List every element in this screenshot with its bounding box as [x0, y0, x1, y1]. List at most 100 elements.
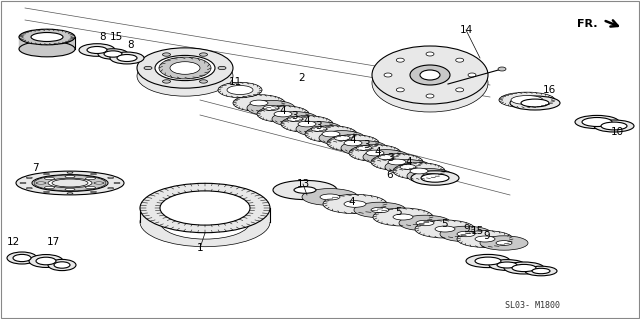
Ellipse shape [36, 182, 46, 184]
Ellipse shape [104, 51, 122, 57]
Ellipse shape [110, 52, 144, 64]
Ellipse shape [504, 262, 544, 274]
Ellipse shape [378, 154, 394, 160]
Ellipse shape [137, 48, 233, 88]
Ellipse shape [373, 208, 433, 226]
Text: 15: 15 [109, 32, 123, 42]
Ellipse shape [510, 96, 560, 110]
Text: 7: 7 [32, 163, 38, 173]
Ellipse shape [498, 67, 506, 71]
Ellipse shape [44, 174, 49, 175]
Ellipse shape [311, 126, 327, 131]
Ellipse shape [86, 186, 95, 189]
Ellipse shape [327, 135, 379, 151]
Ellipse shape [323, 194, 387, 214]
Ellipse shape [499, 92, 555, 108]
Ellipse shape [233, 95, 285, 111]
Ellipse shape [426, 94, 434, 98]
Ellipse shape [31, 33, 63, 41]
Ellipse shape [137, 56, 233, 96]
Ellipse shape [45, 177, 54, 180]
Text: 3: 3 [387, 153, 394, 163]
Ellipse shape [19, 29, 75, 45]
Ellipse shape [44, 191, 49, 193]
Text: 3: 3 [291, 111, 298, 121]
Ellipse shape [582, 117, 612, 127]
Ellipse shape [320, 194, 340, 200]
Ellipse shape [108, 177, 114, 179]
Ellipse shape [160, 191, 250, 225]
Ellipse shape [396, 88, 404, 92]
Ellipse shape [67, 172, 73, 173]
Ellipse shape [512, 264, 536, 271]
Ellipse shape [98, 49, 128, 59]
Ellipse shape [421, 174, 449, 182]
Ellipse shape [440, 226, 492, 242]
Text: 4: 4 [280, 106, 286, 116]
Ellipse shape [200, 53, 207, 56]
Ellipse shape [468, 73, 476, 77]
Ellipse shape [456, 58, 464, 62]
Ellipse shape [366, 150, 384, 156]
Ellipse shape [525, 266, 557, 276]
Ellipse shape [363, 150, 409, 164]
Ellipse shape [29, 255, 63, 267]
Ellipse shape [456, 88, 464, 92]
Ellipse shape [385, 160, 431, 174]
Ellipse shape [26, 177, 32, 179]
Text: 4: 4 [406, 157, 412, 167]
Ellipse shape [410, 65, 450, 85]
Ellipse shape [296, 122, 342, 136]
Ellipse shape [410, 168, 428, 174]
Ellipse shape [36, 257, 56, 265]
Text: 4: 4 [304, 116, 310, 126]
Ellipse shape [388, 159, 406, 165]
Ellipse shape [399, 215, 451, 231]
Ellipse shape [117, 55, 137, 62]
Ellipse shape [114, 182, 120, 184]
Ellipse shape [218, 82, 262, 98]
Ellipse shape [393, 163, 445, 179]
Ellipse shape [65, 175, 75, 178]
Ellipse shape [344, 140, 362, 146]
Ellipse shape [298, 121, 316, 127]
Ellipse shape [532, 268, 550, 274]
Ellipse shape [435, 226, 455, 232]
Text: 13: 13 [296, 179, 310, 189]
Ellipse shape [257, 106, 309, 122]
Ellipse shape [170, 62, 200, 74]
Ellipse shape [480, 236, 528, 250]
Ellipse shape [411, 171, 459, 185]
Ellipse shape [48, 178, 92, 188]
Text: 5: 5 [396, 207, 403, 217]
Ellipse shape [334, 136, 350, 141]
Text: 5: 5 [441, 219, 447, 229]
Ellipse shape [294, 187, 316, 193]
Ellipse shape [475, 236, 495, 242]
Ellipse shape [281, 116, 333, 132]
Text: 8: 8 [128, 40, 134, 50]
Text: 2: 2 [299, 73, 305, 83]
Ellipse shape [200, 80, 207, 83]
Text: 4: 4 [349, 197, 355, 207]
Ellipse shape [416, 220, 434, 226]
Ellipse shape [415, 220, 475, 238]
Ellipse shape [575, 115, 619, 129]
Ellipse shape [372, 46, 488, 104]
Ellipse shape [54, 262, 70, 268]
Ellipse shape [319, 131, 365, 145]
Ellipse shape [400, 164, 416, 170]
Text: 17: 17 [46, 237, 60, 247]
Ellipse shape [412, 66, 448, 84]
Text: 4: 4 [374, 147, 381, 157]
Ellipse shape [393, 214, 413, 220]
Text: 16: 16 [542, 85, 556, 95]
FancyBboxPatch shape [19, 37, 75, 49]
Ellipse shape [341, 141, 387, 155]
Text: 4: 4 [349, 135, 356, 145]
Ellipse shape [302, 189, 358, 205]
Ellipse shape [67, 193, 73, 194]
Ellipse shape [273, 181, 337, 200]
Text: 10: 10 [611, 127, 623, 137]
Ellipse shape [594, 120, 634, 132]
